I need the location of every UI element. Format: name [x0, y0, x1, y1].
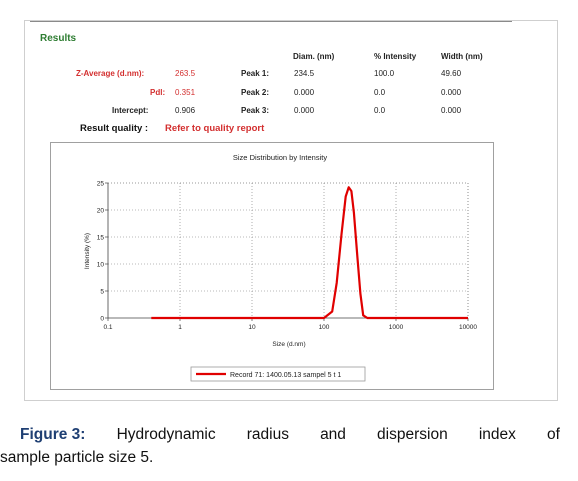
peak-1-intensity: 100.0: [374, 69, 395, 78]
x-tick-label: 100: [319, 324, 330, 331]
legend-box: [190, 366, 366, 382]
peak-2-label: Peak 2:: [241, 88, 270, 97]
peak-3-label: Peak 3:: [241, 106, 270, 115]
x-tick-label: 10000: [459, 324, 477, 331]
quality-report-link[interactable]: Refer to quality report: [165, 123, 265, 134]
result-quality-label: Result quality :: [80, 123, 149, 134]
intercept-value: 0.906: [175, 106, 196, 115]
peak-1-label: Peak 1:: [241, 69, 270, 78]
y-tick-label: 25: [97, 181, 105, 188]
chart-panel: [50, 142, 494, 390]
x-tick-label: 0.1: [103, 324, 112, 331]
z-average-value: 263.5: [175, 69, 196, 78]
results-title: Results: [40, 33, 77, 44]
series-line: [151, 186, 468, 320]
x-tick-label: 1000: [389, 324, 404, 331]
peak-1-diam: 234.5: [294, 69, 315, 78]
intensity-header: % Intensity: [374, 52, 417, 61]
peak-3-width: 0.000: [441, 106, 462, 115]
intercept-label: Intercept:: [112, 106, 149, 115]
x-tick-label: 10: [248, 324, 256, 331]
peak-3-intensity: 0.0: [374, 106, 386, 115]
figure-caption: Figure 3: Hydrodynamic radius and disper…: [0, 423, 560, 469]
peak-2-diam: 0.000: [294, 88, 315, 97]
x-tick-label: 1: [178, 324, 182, 331]
width-header: Width (nm): [441, 52, 483, 61]
caption-word: radius: [246, 426, 289, 443]
peak-2-intensity: 0.0: [374, 88, 386, 97]
caption-line-1: Figure 3: Hydrodynamic radius and disper…: [0, 423, 560, 446]
caption-word: index: [478, 426, 516, 443]
peak-1-width: 49.60: [441, 69, 462, 78]
caption-figure-label: Figure 3:: [20, 426, 86, 443]
peak-3-diam: 0.000: [294, 106, 315, 115]
peak-2-width: 0.000: [441, 88, 462, 97]
caption-word: of: [546, 426, 560, 443]
legend-label: Record 71: 1400.05.13 sampel 5 t 1: [230, 372, 341, 379]
y-tick-label: 20: [97, 208, 105, 215]
y-axis-label: Intensity (%): [84, 233, 91, 269]
caption-word: Hydrodynamic: [116, 426, 216, 443]
grid-layer: [108, 182, 469, 318]
caption-line-2: sample particle size 5.: [0, 449, 154, 466]
top-rule: [30, 21, 512, 22]
pdi-label: Pdl:: [150, 88, 166, 97]
caption-word: dispersion: [377, 426, 448, 443]
legend: Record 71: 1400.05.13 sampel 5 t 1: [190, 366, 366, 382]
caption-word: and: [320, 426, 346, 443]
x-axis-label: Size (d.nm): [272, 341, 305, 348]
y-tick-label: 10: [97, 262, 105, 269]
pdi-value: 0.351: [175, 88, 196, 97]
y-tick-label: 15: [97, 235, 105, 242]
series-layer: [151, 186, 468, 320]
diam-header: Diam. (nm): [293, 52, 335, 61]
y-tick-label: 5: [100, 289, 104, 296]
axis-layer: 0 5 10 15 20 25 0.1 1 10 100 1000 10000: [97, 181, 478, 332]
chart-title: Size Distribution by Intensity: [233, 153, 327, 162]
y-tick-label: 0: [100, 316, 104, 323]
z-average-label: Z-Average (d.nm):: [76, 69, 145, 78]
